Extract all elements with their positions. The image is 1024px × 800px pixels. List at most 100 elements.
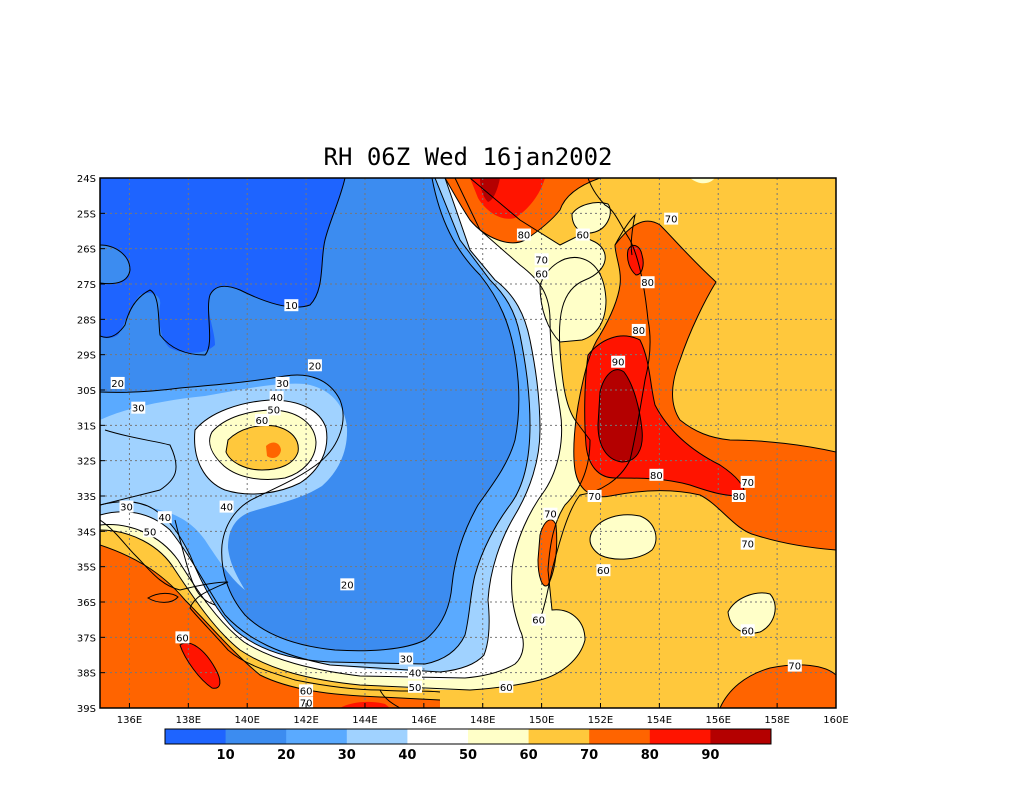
contour-lines: [100, 178, 836, 708]
contour-label-box: [175, 631, 190, 644]
contour-label-box: [254, 414, 269, 427]
contour-label-box: [408, 666, 423, 679]
contour-line: [597, 369, 643, 463]
contour-label-box: [575, 228, 590, 241]
contour-label: 60: [176, 633, 189, 644]
colorbar-label: 40: [398, 748, 416, 763]
x-tick-label: 138E: [176, 715, 201, 726]
contour-label-box: [269, 391, 284, 404]
contour-line: [727, 592, 776, 634]
x-tick-label: 154E: [647, 715, 672, 726]
contour-label-box: [740, 624, 755, 637]
contour-label: 10: [285, 301, 298, 312]
contour-label: 60: [300, 686, 313, 697]
contour-line: [539, 256, 607, 343]
colorbar-swatch: [286, 729, 348, 744]
contour-label-box: [408, 680, 423, 693]
contour-label-box: [131, 401, 146, 414]
contour-label-box: [299, 684, 314, 697]
contour-line: [100, 178, 531, 665]
band-east-60a: [590, 514, 656, 560]
contour-line: [209, 409, 317, 480]
colorbar-swatch: [407, 729, 469, 744]
plot-frame: [99, 177, 837, 709]
contour-line: [100, 429, 177, 506]
y-tick-label: 32S: [77, 457, 96, 468]
contour-label: 30: [120, 503, 133, 514]
contour-label: 70: [535, 255, 548, 266]
colorbar-label: 90: [701, 748, 719, 763]
y-tick-label: 25S: [77, 209, 96, 220]
colorbar-swatch: [165, 729, 227, 744]
contour-label: 80: [732, 492, 745, 503]
contour-label-box: [543, 507, 558, 520]
contour-line: [100, 178, 541, 673]
x-tick-label: 146E: [411, 715, 436, 726]
y-tick-label: 29S: [77, 351, 96, 362]
contour-label-box: [516, 228, 531, 241]
contour-label: 70: [665, 215, 678, 226]
contour-label-box: [787, 659, 802, 672]
colorbar: 10 20 30 40 50 60 70 80 90: [164, 728, 772, 763]
coastline: [100, 178, 651, 708]
contour-label-box: [299, 696, 314, 709]
contour-label: 50: [267, 405, 280, 416]
y-tick-label: 26S: [77, 245, 96, 256]
band-sw-red: [180, 642, 220, 689]
coastline-spencer-gulf: [174, 519, 216, 606]
contour-line: [100, 178, 520, 652]
contour-label: 20: [309, 361, 322, 372]
contour-label: 90: [612, 358, 625, 369]
y-tick-label: 31S: [77, 421, 96, 432]
colorbar-swatch: [710, 729, 772, 744]
contour-label: 80: [632, 326, 645, 337]
contour-label-box: [219, 500, 234, 513]
contour-line: [100, 178, 346, 356]
colorbar-label: 30: [338, 748, 356, 763]
colorbar-swatch: [346, 729, 408, 744]
band-coast-100: [598, 369, 643, 462]
colorbar-swatch: [649, 729, 711, 744]
filled-contours: [100, 178, 836, 708]
contour-label-box: [275, 376, 290, 389]
contour-label-box: [740, 537, 755, 550]
x-tick-label: 148E: [470, 715, 495, 726]
band-lobe-80: [266, 442, 281, 458]
coastline-east: [539, 178, 651, 621]
contour-label: 70: [741, 478, 754, 489]
colorbar-label: 60: [520, 748, 538, 763]
contour-line: [100, 178, 563, 679]
contour-label: 60: [535, 269, 548, 280]
colorbar-swatch: [468, 729, 530, 744]
contour-label: 40: [158, 513, 171, 524]
contour-label-box: [340, 578, 355, 591]
contour-label: 30: [276, 379, 289, 390]
contour-label-box: [307, 359, 322, 372]
x-tick-label: 158E: [764, 715, 789, 726]
band-ne-60b: [572, 202, 611, 234]
contour-label: 60: [532, 616, 545, 627]
band-left-notch: [100, 245, 130, 284]
contour-label-box: [534, 253, 549, 266]
y-tick-label: 39S: [77, 704, 96, 715]
chart-title: RH 06Z Wed 16jan2002: [324, 143, 613, 171]
y-tick-label: 27S: [77, 280, 96, 291]
colorbar-frame: [164, 728, 772, 745]
colorbar-swatch: [225, 729, 287, 744]
contour-label-box: [740, 475, 755, 488]
band-ne-60: [540, 257, 606, 342]
contour-label: 40: [220, 503, 233, 514]
x-axis: 136E 138E 140E 142E 144E 146E 148E 150E 152E 154E…: [117, 703, 849, 726]
contour-label: 50: [409, 683, 422, 694]
contour-label-box: [531, 613, 546, 626]
band-se-80: [720, 664, 836, 708]
contour-label-box: [631, 323, 646, 336]
contour-line: [100, 544, 441, 701]
contour-label: 40: [409, 669, 422, 680]
contour-line: [194, 399, 328, 495]
colorbar-label: 50: [459, 748, 477, 763]
x-tick-label: 152E: [588, 715, 613, 726]
x-tick-label: 140E: [234, 715, 259, 726]
